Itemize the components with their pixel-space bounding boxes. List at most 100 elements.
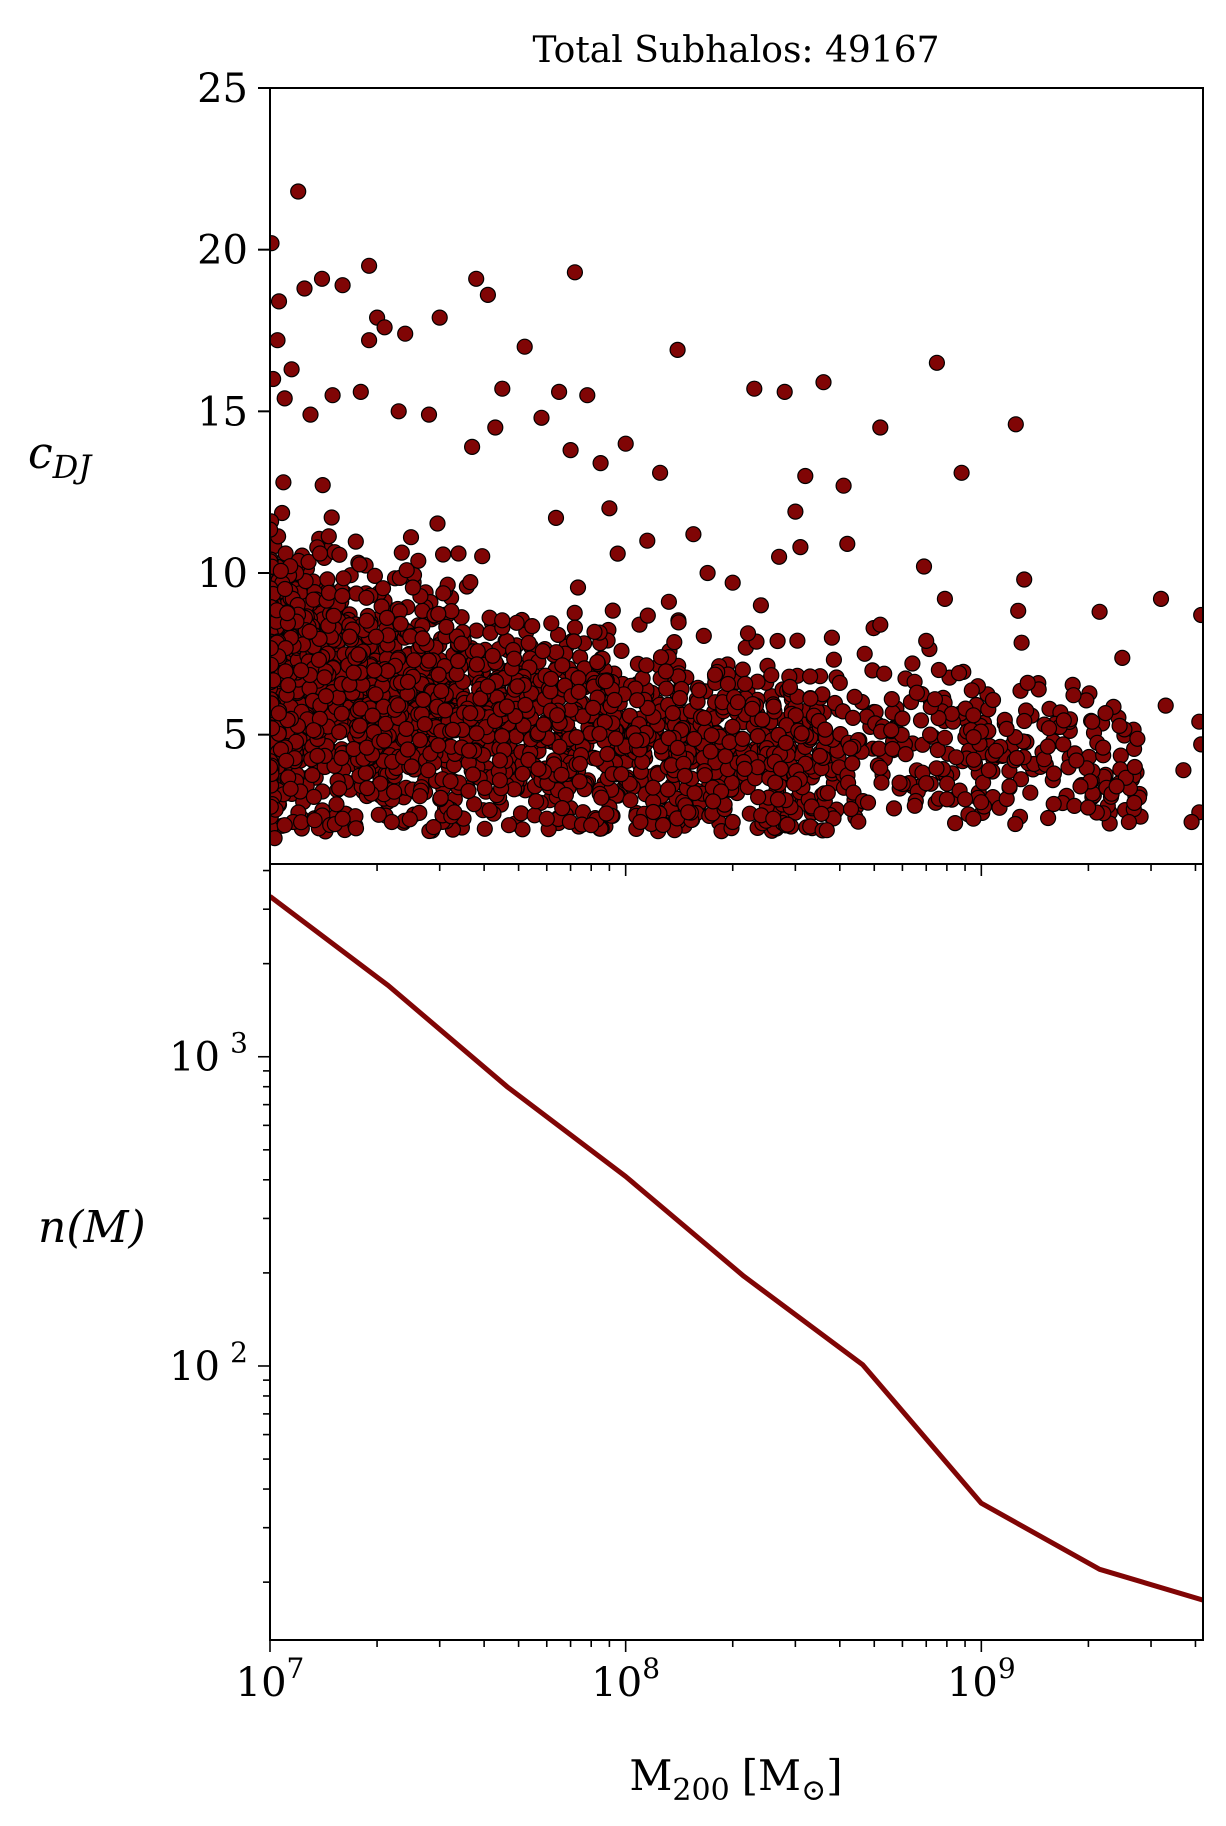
scatter-point bbox=[628, 692, 646, 709]
scatter-points bbox=[270, 183, 1203, 847]
scatter-point bbox=[904, 655, 921, 672]
scatter-point bbox=[597, 673, 614, 690]
scatter-point bbox=[464, 438, 481, 455]
scatter-point bbox=[724, 718, 741, 735]
scatter-point bbox=[706, 666, 724, 683]
scatter-point bbox=[842, 740, 859, 757]
scatter-point bbox=[980, 762, 998, 779]
scatter-point bbox=[304, 766, 321, 784]
scatter-point bbox=[717, 747, 734, 765]
scatter-point bbox=[404, 579, 421, 596]
scatter-point bbox=[589, 653, 606, 671]
scatter-point bbox=[270, 720, 281, 737]
scatter-point bbox=[309, 747, 326, 765]
scatter-point bbox=[333, 749, 350, 767]
scatter-point bbox=[1008, 749, 1025, 767]
scatter-point bbox=[918, 775, 935, 792]
scatter-point bbox=[347, 820, 365, 837]
scatter-point bbox=[1072, 778, 1089, 795]
scatter-point bbox=[411, 788, 428, 805]
scatter-point bbox=[915, 558, 933, 575]
scatter-point bbox=[686, 784, 703, 802]
scatter-point bbox=[429, 515, 446, 532]
scatter-point bbox=[883, 690, 900, 708]
scatter-point bbox=[293, 814, 310, 831]
scatter-point bbox=[416, 715, 433, 733]
scatter-point bbox=[398, 720, 415, 738]
scatter-point bbox=[792, 538, 809, 556]
scatter-point bbox=[696, 767, 714, 784]
scatter-point bbox=[498, 698, 515, 715]
scatter-point bbox=[543, 615, 560, 632]
scatter-point bbox=[695, 627, 712, 645]
scatter-point bbox=[1175, 762, 1192, 779]
scatter-point bbox=[831, 674, 848, 692]
scatter-point bbox=[1084, 713, 1101, 730]
scatter-point bbox=[781, 678, 799, 696]
scatter-point bbox=[476, 820, 493, 837]
scatter-point bbox=[276, 390, 293, 407]
scatter-point bbox=[772, 760, 790, 778]
scatter-point bbox=[950, 664, 968, 682]
scatter-point bbox=[818, 822, 835, 839]
scatter-point bbox=[815, 374, 832, 391]
scatter-point bbox=[500, 817, 518, 834]
scatter-point bbox=[1016, 712, 1033, 730]
scatter-point bbox=[671, 689, 689, 707]
scatter-point bbox=[645, 803, 662, 821]
bottom-ytick-exponent: 3 bbox=[230, 1027, 248, 1060]
scatter-point bbox=[729, 694, 747, 711]
scatter-point bbox=[484, 647, 501, 664]
scatter-point bbox=[479, 286, 496, 303]
scatter-point bbox=[316, 669, 333, 686]
scatter-point bbox=[276, 580, 294, 598]
scatter-point bbox=[1157, 697, 1174, 714]
scatter-point bbox=[664, 704, 682, 722]
scatter-point bbox=[301, 623, 318, 640]
scatter-point bbox=[1091, 603, 1108, 620]
scatter-point bbox=[468, 270, 485, 287]
scatter-point bbox=[324, 387, 341, 404]
scatter-point bbox=[769, 791, 787, 808]
bottom-plot-frame bbox=[269, 863, 1204, 1641]
scatter-point bbox=[270, 672, 282, 689]
scatter-point bbox=[359, 779, 376, 797]
scatter-point bbox=[897, 745, 914, 763]
scatter-point bbox=[765, 698, 782, 715]
scatter-point bbox=[514, 821, 531, 838]
scatter-point bbox=[320, 584, 338, 601]
scatter-point bbox=[965, 751, 982, 768]
scatter-point bbox=[584, 699, 602, 717]
scatter-point bbox=[352, 383, 369, 400]
scatter-point bbox=[704, 793, 722, 810]
scatter-point bbox=[859, 794, 877, 811]
scatter-point bbox=[306, 812, 323, 829]
scatter-point bbox=[275, 474, 292, 491]
scatter-point bbox=[703, 727, 720, 744]
scatter-point bbox=[1114, 649, 1131, 667]
scatter-point bbox=[476, 779, 493, 797]
scatter-point bbox=[331, 780, 348, 797]
scatter-point bbox=[410, 552, 427, 569]
scatter-point bbox=[627, 732, 645, 749]
scatter-point bbox=[357, 764, 374, 782]
scatter-point bbox=[686, 730, 703, 748]
chart-title: Total Subhalos: 49167 bbox=[532, 30, 939, 71]
scatter-point bbox=[1022, 784, 1039, 801]
scatter-point bbox=[793, 725, 810, 742]
scatter-point bbox=[936, 590, 954, 608]
scatter-point bbox=[638, 657, 655, 674]
scatter-point bbox=[1013, 634, 1030, 651]
top-x-ticks bbox=[269, 864, 1197, 876]
bottom-ytick-exponent: 2 bbox=[230, 1336, 248, 1369]
scatter-point bbox=[437, 702, 454, 719]
scatter-point bbox=[290, 183, 307, 200]
scatter-point bbox=[376, 319, 393, 336]
scatter-point bbox=[1126, 794, 1143, 812]
scatter-point bbox=[593, 789, 610, 806]
scatter-point bbox=[553, 766, 570, 783]
scatter-point bbox=[617, 435, 634, 452]
scatter-point bbox=[549, 707, 566, 724]
scatter-point bbox=[1016, 571, 1033, 588]
